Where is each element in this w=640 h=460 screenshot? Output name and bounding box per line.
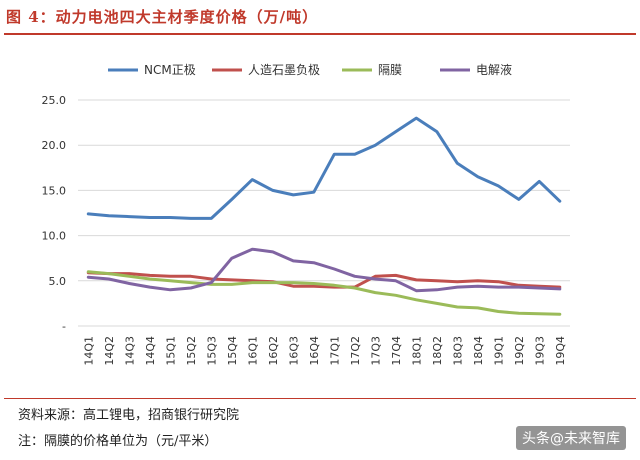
x-tick-label: 15Q1 (164, 336, 177, 366)
x-tick-label: 18Q1 (410, 336, 423, 366)
series-line-2 (86, 270, 562, 316)
note-text: 注：隔膜的价格单位为（元/平米） (18, 434, 218, 449)
y-tick-label: 25.0 (42, 94, 67, 107)
y-tick-label: 15.0 (42, 184, 67, 197)
x-tick-label: 19Q3 (533, 336, 546, 366)
y-tick-label: - (62, 320, 66, 333)
x-tick-label: 16Q2 (267, 336, 280, 366)
x-tick-label: 19Q4 (554, 336, 567, 366)
line-chart: NCM正极 人造石墨负极 隔膜 电解液 - 5.0 10.0 15.0 20.0 25.0 14… (42, 62, 570, 366)
legend-label-0: NCM正极 (144, 63, 196, 77)
x-tick-label: 18Q2 (431, 336, 444, 366)
x-tick-label: 15Q2 (185, 336, 198, 366)
chart-legend: NCM正极 人造石墨负极 隔膜 电解液 (108, 62, 512, 77)
x-tick-label: 17Q4 (390, 336, 403, 366)
x-tick-label: 16Q1 (246, 336, 259, 366)
figure-title: 图 4：动力电池四大主材季度价格（万/吨） (6, 8, 319, 26)
y-tick-label: 5.0 (49, 275, 67, 288)
source-divider (4, 398, 636, 399)
series-line-1 (86, 271, 562, 289)
x-axis: 14Q1 14Q2 14Q3 14Q4 15Q1 15Q2 15Q3 15Q4 16Q1 16Q2… (82, 336, 567, 366)
y-tick-label: 20.0 (42, 139, 67, 152)
x-tick-label: 15Q3 (205, 336, 218, 366)
x-tick-label: 14Q3 (123, 336, 136, 366)
x-tick-label: 19Q2 (513, 336, 526, 366)
y-axis: - 5.0 10.0 15.0 20.0 25.0 (42, 94, 67, 333)
chart-gridlines (78, 99, 570, 327)
x-tick-label: 17Q3 (369, 336, 382, 366)
watermark: 头条@未来智库 (516, 426, 626, 450)
series-line-0 (86, 116, 562, 220)
x-tick-label: 18Q4 (472, 336, 485, 366)
x-tick-label: 15Q4 (226, 336, 239, 366)
x-tick-label: 18Q3 (451, 336, 464, 366)
x-tick-label: 16Q4 (308, 336, 321, 366)
y-tick-label: 10.0 (42, 230, 67, 243)
legend-label-1: 人造石墨负极 (248, 63, 320, 77)
chart-series (86, 116, 562, 316)
title-divider (4, 33, 636, 35)
x-tick-label: 19Q1 (492, 336, 505, 366)
legend-label-3: 电解液 (476, 62, 512, 77)
legend-label-2: 隔膜 (378, 63, 402, 77)
x-tick-label: 17Q2 (349, 336, 362, 366)
x-tick-label: 16Q3 (287, 336, 300, 366)
x-tick-label: 17Q1 (328, 336, 341, 366)
source-text: 资料来源：高工锂电，招商银行研究院 (18, 408, 240, 423)
x-tick-label: 14Q4 (144, 336, 157, 366)
x-tick-label: 14Q1 (82, 336, 95, 366)
x-tick-label: 14Q2 (103, 336, 116, 366)
series-line-3 (86, 247, 562, 293)
